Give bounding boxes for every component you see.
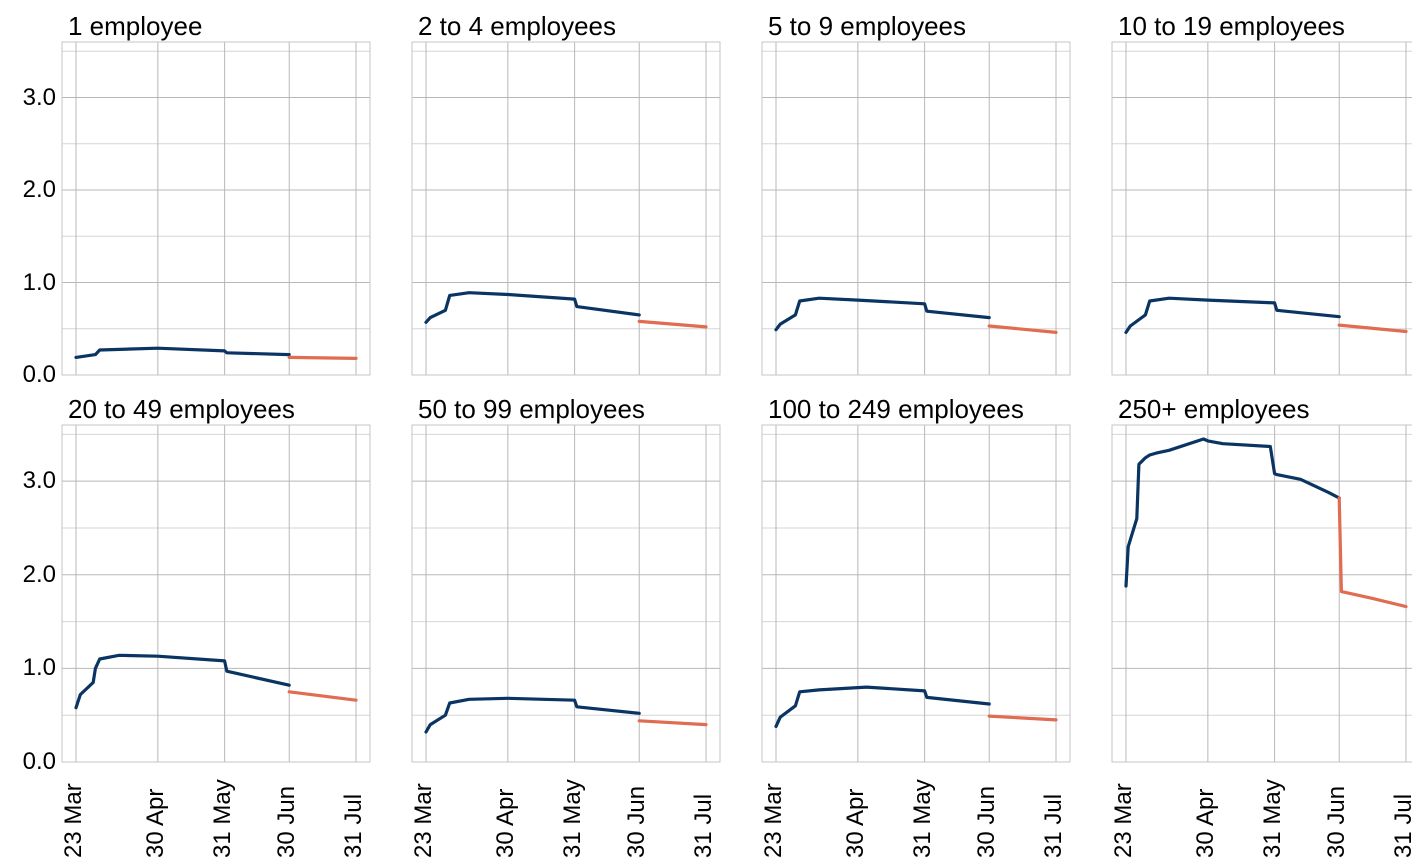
series-line-projected — [637, 719, 708, 727]
x-tick-label: 31 Jul — [690, 793, 717, 858]
x-tick-label: 23 Mar — [1110, 783, 1137, 858]
x-tick-label: 23 Mar — [410, 783, 437, 858]
y-tick-label: 1.0 — [22, 654, 56, 682]
panel-frame — [1111, 424, 1412, 763]
panel — [761, 424, 1071, 763]
y-tick-label: 3.0 — [22, 467, 56, 495]
series-line-projected — [287, 690, 358, 702]
series-line-projected — [637, 319, 708, 329]
x-tick-label: 30 Apr — [141, 788, 169, 858]
series-line-projected — [987, 324, 1058, 334]
series-line-actual — [774, 685, 991, 729]
y-tick-label: 0.0 — [22, 748, 56, 775]
panel — [61, 41, 371, 376]
panel-title: 1 employee — [68, 11, 203, 41]
x-tick-label: 30 Jun — [1323, 785, 1351, 858]
y-tick-label: 2.0 — [22, 560, 56, 588]
panel-title: 20 to 49 employees — [68, 394, 295, 424]
y-tick-label: 1.0 — [22, 268, 56, 296]
series-line-actual — [774, 296, 991, 332]
panel-title: 250+ employees — [1118, 394, 1310, 424]
series-line-actual — [424, 291, 641, 324]
series-line-projected — [1337, 323, 1408, 334]
y-tick-label: 2.0 — [22, 176, 56, 203]
panel — [61, 424, 371, 763]
panel-title: 10 to 19 employees — [1118, 11, 1345, 41]
series-line-actual — [424, 696, 641, 734]
panel-title: 2 to 4 employees — [418, 11, 617, 41]
series-line-projected — [1337, 496, 1408, 609]
x-tick-label: 23 Mar — [760, 783, 787, 858]
x-tick-label: 31 May — [908, 779, 936, 858]
panel-frame — [761, 424, 1071, 763]
panel — [411, 41, 721, 376]
panel-title: 50 to 99 employees — [418, 394, 645, 424]
series-line-actual — [74, 346, 291, 359]
x-tick-label: 30 Apr — [841, 788, 869, 858]
panel-frame — [761, 41, 1071, 376]
x-tick-label: 30 Jun — [273, 785, 301, 858]
panel — [1111, 424, 1412, 763]
panel-title: 100 to 249 employees — [768, 394, 1024, 424]
x-tick-label: 30 Jun — [623, 785, 651, 858]
series-line-projected — [287, 355, 358, 360]
series-line-actual — [1124, 437, 1341, 588]
y-tick-label: 3.0 — [22, 83, 56, 111]
series-line-actual — [74, 653, 291, 710]
x-tick-label: 31 Jul — [340, 793, 367, 858]
series-line-actual — [1124, 296, 1341, 334]
x-tick-label: 23 Mar — [60, 783, 87, 858]
panel — [761, 41, 1071, 376]
x-tick-label: 30 Apr — [491, 788, 519, 858]
x-tick-label: 31 Jul — [1040, 793, 1067, 858]
x-tick-label: 31 May — [558, 779, 586, 858]
panel-frame — [411, 424, 721, 763]
panel-title: 5 to 9 employees — [768, 11, 967, 41]
panel-frame — [61, 424, 371, 763]
x-tick-label: 31 May — [208, 779, 236, 858]
series-line-projected — [987, 714, 1058, 722]
x-tick-label: 31 Jul — [1390, 793, 1412, 858]
panel — [411, 424, 721, 763]
panel-frame — [1111, 41, 1412, 376]
panel — [1111, 41, 1412, 376]
panel-frame — [61, 41, 371, 376]
y-tick-label: 0.0 — [22, 361, 56, 388]
x-tick-label: 31 May — [1258, 779, 1286, 858]
x-tick-label: 30 Jun — [973, 785, 1001, 858]
panel-frame — [411, 41, 721, 376]
x-tick-label: 30 Apr — [1191, 788, 1219, 858]
